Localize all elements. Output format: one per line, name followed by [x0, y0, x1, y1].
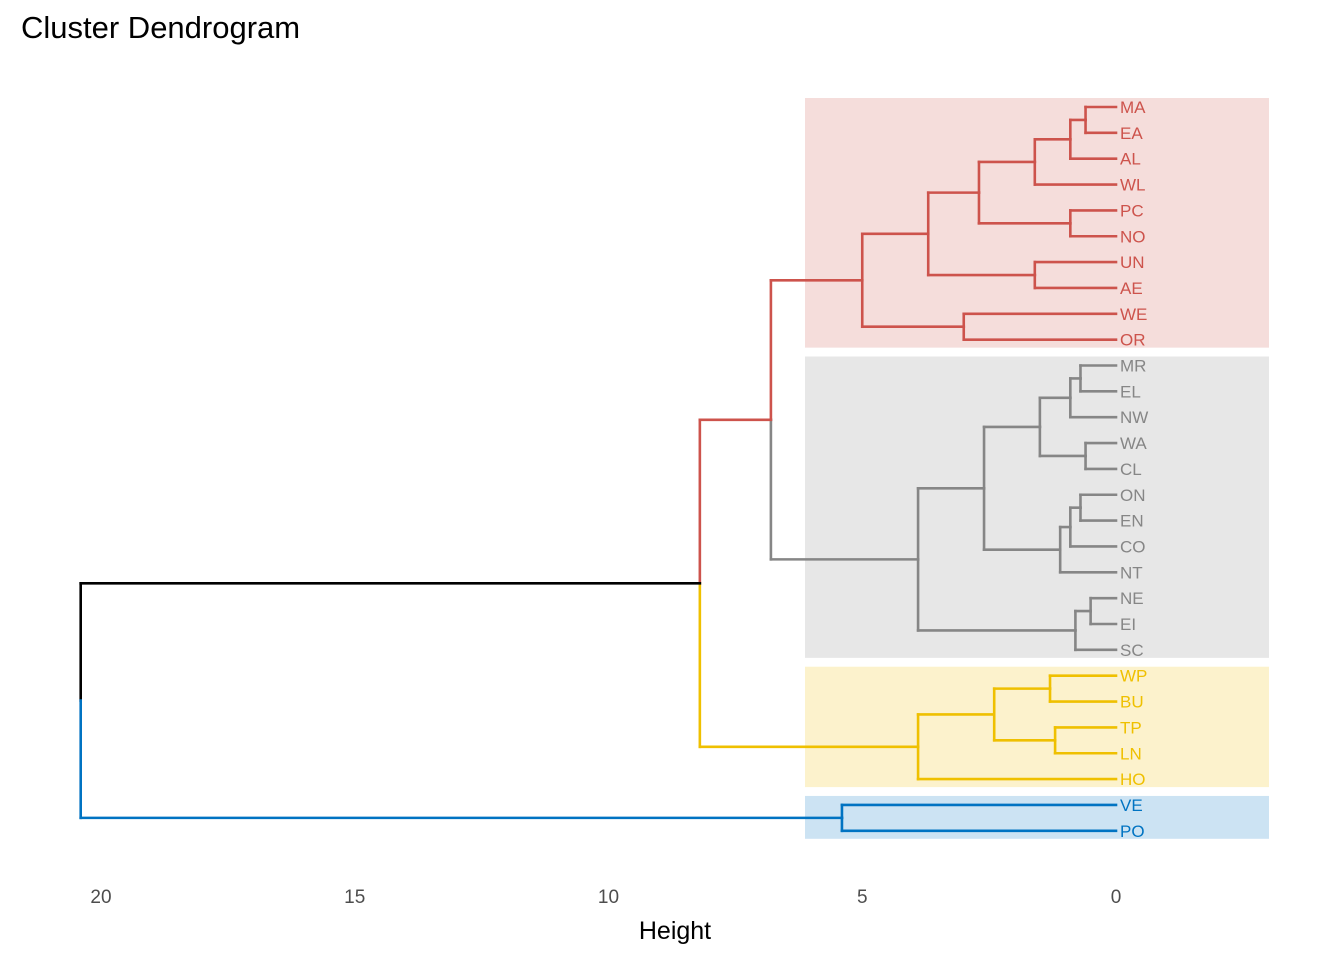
leaf-label-pc: PC	[1120, 201, 1144, 220]
leaf-label-ne: NE	[1120, 589, 1144, 608]
leaf-labels: MA EA AL WL PC NO UN AE WE OR MR EL NW WA CL ON EN CO NT NE…	[1120, 98, 1148, 841]
leaf-label-wa: WA	[1120, 434, 1147, 453]
leaf-label-wl: WL	[1120, 176, 1146, 195]
x-axis: Height 20 15 10 5 0	[90, 887, 1121, 945]
leaf-label-ae: AE	[1120, 279, 1143, 298]
leaf-label-or: OR	[1120, 331, 1146, 350]
chart-title: Cluster Dendrogram	[21, 10, 301, 45]
leaf-label-po: PO	[1120, 822, 1145, 841]
leaf-label-al: AL	[1120, 150, 1141, 169]
leaf-label-ei: EI	[1120, 615, 1136, 634]
cluster-rect-yellow	[805, 666, 1269, 788]
leaf-label-sc: SC	[1120, 641, 1144, 660]
leaf-label-ma: MA	[1120, 98, 1146, 117]
x-tick-label: 0	[1111, 887, 1122, 908]
leaf-label-ve: VE	[1120, 796, 1143, 815]
leaf-label-nt: NT	[1120, 563, 1143, 582]
x-tick-label: 20	[90, 887, 111, 908]
leaf-label-ln: LN	[1120, 744, 1142, 763]
leaf-label-co: CO	[1120, 537, 1146, 556]
leaf-label-wp: WP	[1120, 667, 1147, 686]
leaf-label-mr: MR	[1120, 357, 1146, 376]
branches	[79, 105, 1118, 833]
leaf-label-cl: CL	[1120, 460, 1142, 479]
cluster-rect-blue	[805, 795, 1269, 839]
leaf-label-en: EN	[1120, 512, 1144, 531]
x-tick-label: 15	[344, 887, 365, 908]
leaf-label-ea: EA	[1120, 124, 1143, 143]
cluster-rectangles	[805, 98, 1269, 839]
leaf-label-on: ON	[1120, 486, 1146, 505]
leaf-label-no: NO	[1120, 227, 1146, 246]
leaf-label-we: WE	[1120, 305, 1147, 324]
x-tick-label: 5	[857, 887, 868, 908]
leaf-label-ho: HO	[1120, 770, 1146, 789]
cluster-rect-grey	[805, 356, 1269, 658]
x-axis-title: Height	[639, 917, 711, 945]
leaf-label-tp: TP	[1120, 718, 1142, 737]
leaf-label-el: EL	[1120, 382, 1141, 401]
leaf-label-nw: NW	[1120, 408, 1148, 427]
leaf-label-bu: BU	[1120, 693, 1144, 712]
x-tick-label: 10	[598, 887, 619, 908]
leaf-label-un: UN	[1120, 253, 1145, 272]
